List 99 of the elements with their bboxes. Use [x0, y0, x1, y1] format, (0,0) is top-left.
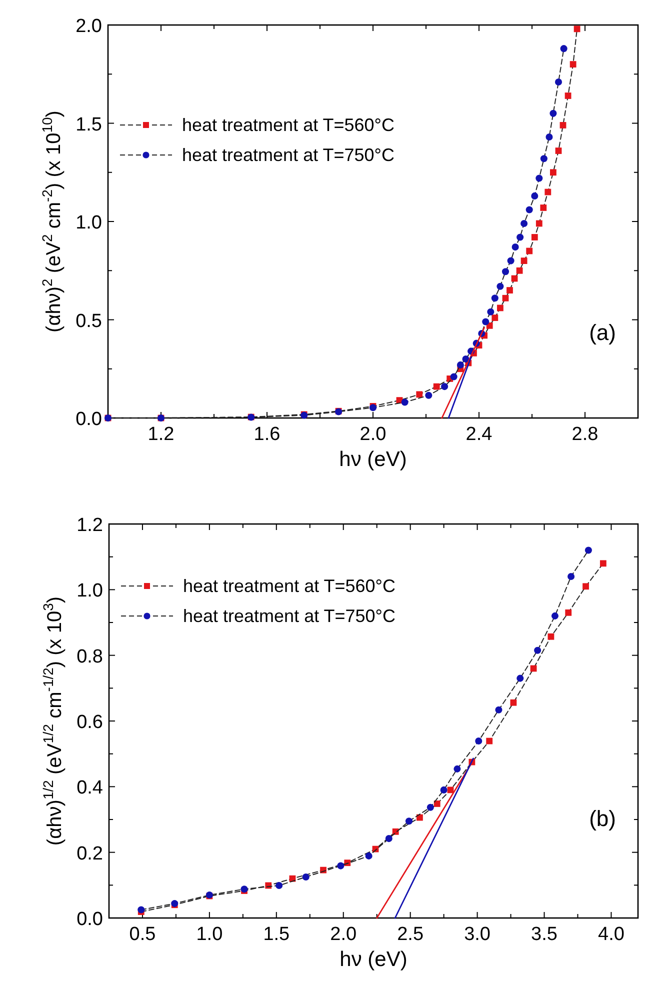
point	[564, 92, 572, 99]
point	[440, 786, 448, 794]
x-axis-title: hν (eV)	[339, 448, 407, 471]
point	[520, 258, 528, 264]
x-tick-label: 1.0	[196, 924, 223, 945]
point	[600, 560, 606, 567]
legend-label: heat treatment at T=750°C	[182, 145, 394, 165]
point	[487, 308, 494, 316]
annotation: (a)	[589, 320, 616, 345]
point	[482, 318, 490, 326]
point	[550, 110, 557, 117]
point	[454, 765, 461, 772]
point	[138, 906, 145, 914]
point	[550, 169, 556, 176]
point	[570, 61, 576, 68]
point	[544, 188, 552, 196]
point	[565, 609, 572, 616]
point	[507, 257, 514, 264]
point	[534, 646, 542, 654]
point	[568, 573, 575, 580]
y-tick-label: 1.0	[76, 212, 102, 234]
y-tick-label: 0.2	[76, 843, 103, 864]
point	[385, 835, 392, 842]
point	[531, 192, 538, 200]
point	[546, 133, 553, 141]
point	[486, 738, 493, 744]
y-tick-label: 0.4	[76, 778, 104, 799]
point	[496, 282, 504, 290]
point	[416, 391, 423, 398]
x-tick-label: 3.5	[531, 924, 558, 945]
point	[516, 267, 523, 274]
point	[510, 699, 517, 706]
x-tick-label: 2.4	[466, 424, 493, 445]
point	[441, 383, 448, 390]
point	[276, 882, 283, 890]
point	[425, 392, 432, 399]
y-tick-label: 1.5	[76, 114, 102, 136]
y-tick-label: 2.0	[76, 16, 102, 37]
x-tick-label: 3.0	[464, 924, 490, 945]
point	[450, 373, 458, 380]
y-tick-label: 0.0	[76, 909, 103, 930]
point	[434, 800, 440, 807]
point	[506, 287, 513, 294]
point	[540, 155, 548, 162]
point	[548, 633, 554, 640]
x-tick-label: 1.2	[148, 424, 174, 445]
point	[502, 268, 510, 276]
point	[492, 314, 498, 321]
x-tick-label: 1.6	[254, 424, 280, 445]
point	[582, 583, 589, 590]
point	[555, 148, 562, 154]
point	[520, 220, 528, 227]
point	[497, 304, 504, 312]
point	[584, 546, 592, 554]
point	[554, 78, 562, 86]
point	[536, 220, 542, 227]
point	[365, 852, 372, 860]
y-tick-label: 1.2	[76, 515, 103, 536]
point	[512, 244, 519, 251]
point	[526, 206, 533, 214]
point	[495, 706, 502, 714]
y-tick-label: 0.0	[76, 409, 102, 430]
point	[526, 248, 533, 254]
point	[560, 45, 568, 52]
x-tick-label: 2.8	[572, 424, 598, 445]
point	[337, 862, 344, 870]
x-axis-title: hν (eV)	[340, 948, 408, 971]
point	[475, 738, 482, 745]
y-tick-label: 0.5	[76, 310, 102, 332]
point	[502, 294, 509, 302]
x-tick-label: 4.0	[598, 924, 624, 945]
point	[462, 356, 470, 363]
annotation: (b)	[589, 806, 616, 831]
x-tick-label: 2.0	[360, 424, 386, 445]
legend-label: heat treatment at T=750°C	[183, 606, 396, 626]
point	[405, 818, 413, 825]
x-tick-label: 1.5	[263, 924, 290, 945]
point	[426, 804, 434, 811]
point	[433, 383, 440, 390]
y-tick-label: 0.6	[76, 712, 103, 733]
point	[516, 234, 524, 241]
point	[551, 612, 558, 620]
point	[516, 674, 524, 682]
point	[491, 294, 498, 302]
point	[302, 873, 310, 880]
x-tick-label: 0.5	[129, 924, 156, 945]
x-tick-label: 2.5	[397, 924, 424, 945]
point	[574, 26, 580, 32]
legend-label: heat treatment at T=560°C	[182, 115, 394, 135]
legend-label: heat treatment at T=560°C	[183, 576, 396, 596]
x-tick-label: 2.0	[330, 924, 357, 945]
point	[401, 398, 408, 406]
point	[536, 174, 543, 182]
y-tick-label: 0.8	[76, 646, 103, 668]
point	[560, 122, 566, 128]
point	[456, 361, 464, 368]
point	[540, 204, 547, 211]
y-tick-label: 1.0	[76, 580, 103, 602]
point	[531, 234, 538, 240]
